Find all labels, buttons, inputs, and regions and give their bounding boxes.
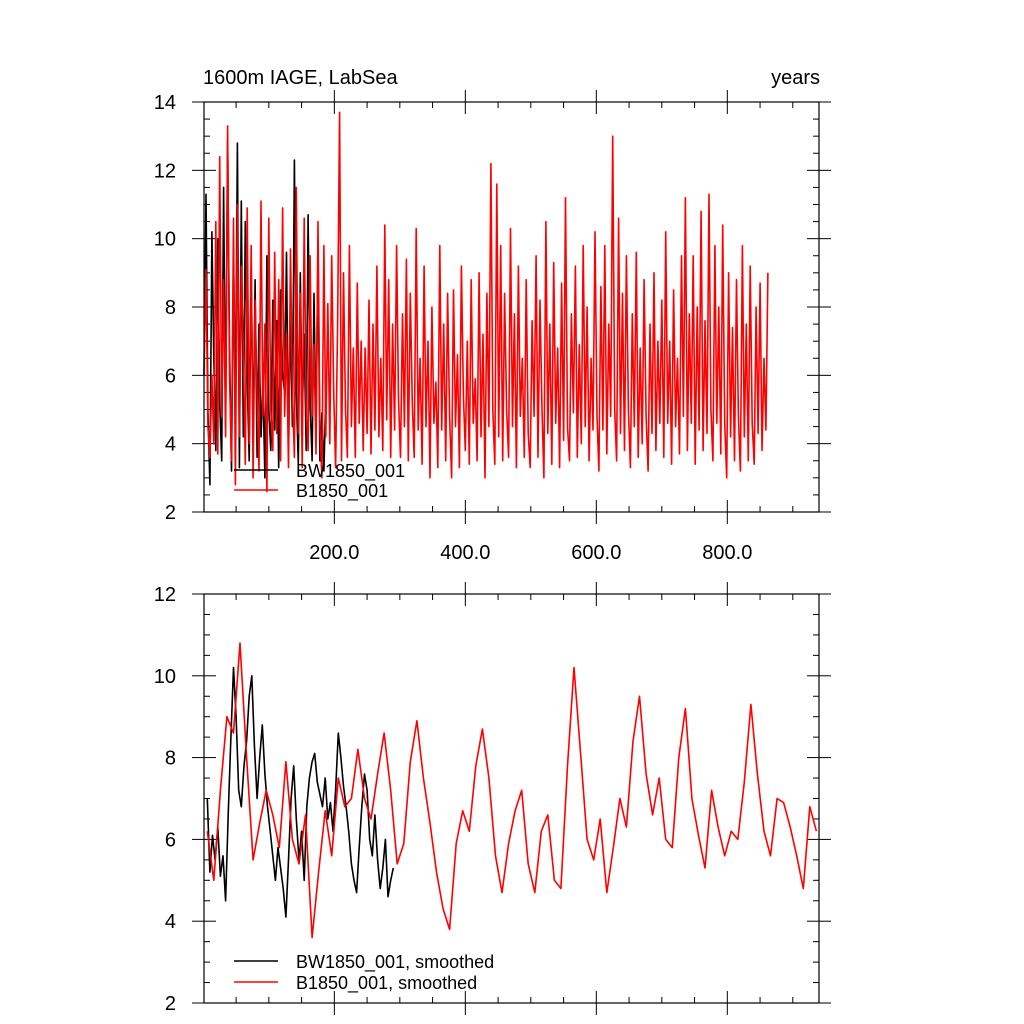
y-tick-label: 4 — [165, 911, 176, 933]
legend-label: BW1850_001 — [296, 461, 405, 482]
chart-title: 1600m IAGE, LabSea — [203, 67, 398, 89]
top-chart-panel: 1600m IAGE, LabSea years 200.0 400.0 600.0… — [154, 67, 831, 564]
series-line — [206, 666, 395, 918]
y-tick-label: 6 — [165, 829, 176, 851]
y-tick-label: 8 — [165, 297, 176, 319]
y-tick-label: 12 — [154, 584, 176, 606]
y-tick-label: 10 — [154, 229, 176, 251]
y-tick-label: 10 — [154, 666, 176, 688]
x-tick-label: 400.0 — [440, 542, 490, 564]
y-tick-label: 6 — [165, 365, 176, 387]
legend-label: B1850_001, smoothed — [296, 973, 477, 994]
legend-label: BW1850_001, smoothed — [296, 952, 494, 973]
y-tick-label: 8 — [165, 748, 176, 770]
y-tick-label: 4 — [165, 434, 176, 456]
plot-frame — [203, 593, 820, 1004]
y-tick-label: 2 — [165, 993, 176, 1015]
y-tick-label: 14 — [154, 92, 176, 114]
y-tick-label: 2 — [165, 502, 176, 524]
units-label: years — [771, 67, 820, 89]
plot-frame — [203, 101, 820, 513]
x-tick-label: 200.0 — [309, 542, 359, 564]
legend-label: B1850_001 — [296, 481, 388, 502]
y-tick-label: 12 — [154, 160, 176, 182]
series-line — [203, 111, 769, 493]
x-tick-label: 800.0 — [702, 542, 752, 564]
x-tick-label: 600.0 — [571, 542, 621, 564]
series-line — [206, 642, 818, 939]
